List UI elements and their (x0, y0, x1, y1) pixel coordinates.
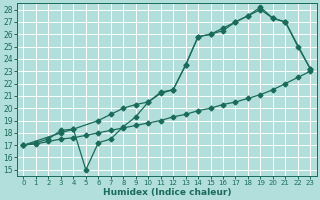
X-axis label: Humidex (Indice chaleur): Humidex (Indice chaleur) (103, 188, 231, 197)
